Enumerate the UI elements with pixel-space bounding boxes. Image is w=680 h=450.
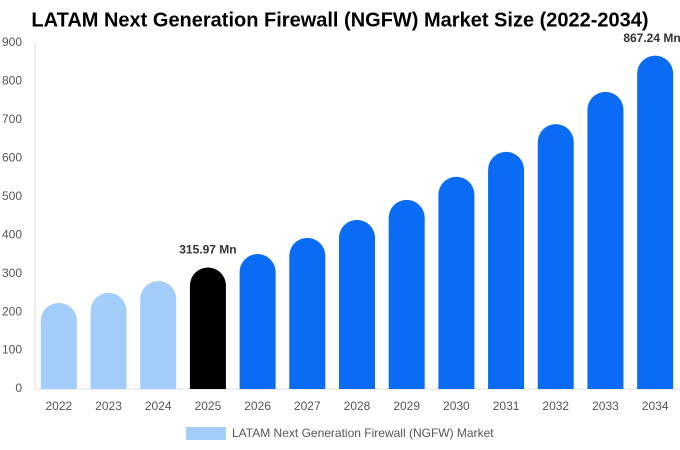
legend-label: LATAM Next Generation Firewall (NGFW) Ma… xyxy=(232,426,494,440)
bar xyxy=(40,302,77,389)
bar xyxy=(239,254,276,389)
x-tick-label: 2032 xyxy=(542,399,569,413)
bar xyxy=(388,199,425,389)
y-tick-label: 0 xyxy=(15,381,22,395)
x-tick-label: 2034 xyxy=(642,399,669,413)
x-tick-label: 2028 xyxy=(344,399,371,413)
x-tick-label: 2025 xyxy=(195,399,222,413)
x-tick-label: 2022 xyxy=(45,399,72,413)
bar xyxy=(537,124,574,389)
y-tick-label: 400 xyxy=(2,227,22,241)
x-tick-label: 2027 xyxy=(294,399,321,413)
x-tick-label: 2033 xyxy=(592,399,619,413)
x-tick-label: 2026 xyxy=(244,399,271,413)
y-tick-label: 600 xyxy=(2,151,22,165)
bar xyxy=(140,280,177,389)
y-tick-label: 800 xyxy=(2,74,22,88)
bar xyxy=(90,292,127,389)
y-tick-label: 900 xyxy=(2,35,22,49)
y-tick-label: 500 xyxy=(2,189,22,203)
bar xyxy=(587,91,624,389)
bar xyxy=(488,151,525,389)
chart-title: LATAM Next Generation Firewall (NGFW) Ma… xyxy=(31,9,648,31)
x-tick-label: 2023 xyxy=(95,399,122,413)
bar xyxy=(637,55,674,390)
y-tick-label: 700 xyxy=(2,112,22,126)
x-tick-label: 2031 xyxy=(493,399,520,413)
x-tick-label: 2024 xyxy=(145,399,172,413)
x-tick-label: 2029 xyxy=(393,399,420,413)
x-tick-label: 2030 xyxy=(443,399,470,413)
bar xyxy=(438,176,475,389)
value-label: 867.24 Mn xyxy=(623,31,680,45)
y-tick-label: 200 xyxy=(2,304,22,318)
value-label: 315.97 Mn xyxy=(179,243,236,257)
legend-swatch xyxy=(186,427,226,440)
bar xyxy=(339,219,375,389)
bar xyxy=(289,237,326,389)
y-tick-label: 300 xyxy=(2,266,22,280)
bar xyxy=(189,267,226,389)
y-tick-label: 100 xyxy=(2,343,22,357)
